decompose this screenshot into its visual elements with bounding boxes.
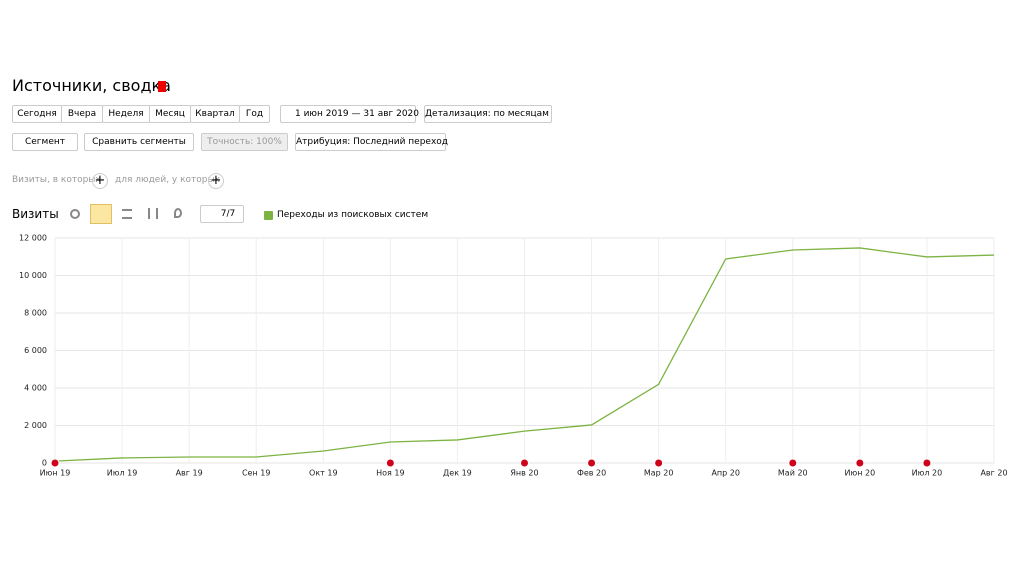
y-tick-label: 2 000: [24, 421, 47, 430]
x-tick-label: Июн 19: [40, 469, 71, 478]
x-tick-label: Фев 20: [577, 469, 606, 478]
data-line: [54, 247, 995, 462]
x-tick-label: Июн 20: [845, 469, 876, 478]
x-tick-label: Май 20: [778, 469, 808, 478]
period-button[interactable]: Вчера: [61, 105, 103, 123]
period-button[interactable]: Неделя: [102, 105, 150, 123]
add-condition[interactable]: +: [92, 173, 108, 189]
bookmark-icon[interactable]: [158, 81, 166, 92]
y-tick-label: 10 000: [19, 271, 47, 280]
area-chart-icon[interactable]: [122, 209, 132, 219]
attribution-dropdown[interactable]: Атрибуция: Последний переход: [295, 133, 448, 151]
line-chart-icon[interactable]: [90, 204, 112, 224]
annotation-marker[interactable]: [385, 458, 395, 468]
annotations-button[interactable]: 7/7: [200, 205, 244, 223]
compare-dropdown[interactable]: Сравнить сегменты: [84, 133, 194, 151]
pie-chart-icon[interactable]: [70, 209, 80, 219]
annotation-marker[interactable]: [788, 458, 798, 468]
x-tick-label: Окт 19: [309, 469, 338, 478]
annotation-marker[interactable]: [922, 458, 932, 468]
y-tick-label: 8 000: [24, 309, 47, 318]
x-tick-label: Янв 20: [510, 469, 538, 478]
page-title: Источники, сводка: [12, 76, 171, 95]
x-tick-label: Апр 20: [711, 469, 740, 478]
bar-chart-icon[interactable]: [148, 208, 158, 219]
period-button[interactable]: Месяц: [149, 105, 191, 123]
detail-dropdown[interactable]: Детализация: по месяцам: [424, 105, 552, 123]
condition-label: для людей, у которых: [115, 175, 220, 185]
legend-label[interactable]: Переходы из поисковых систем: [277, 210, 429, 220]
y-tick-label: 6 000: [24, 346, 47, 355]
period-button[interactable]: Сегодня: [12, 105, 62, 123]
annotation-marker[interactable]: [50, 458, 60, 468]
y-tick-label: 0: [42, 459, 47, 468]
x-tick-label: Ноя 19: [376, 469, 404, 478]
annotation-marker[interactable]: [855, 458, 865, 468]
metric-label: Визиты: [12, 207, 59, 221]
date-range-button[interactable]: 1 июн 2019 — 31 авг 2020: [280, 105, 419, 123]
x-tick-label: Сен 19: [242, 469, 270, 478]
x-tick-label: Июл 19: [107, 469, 138, 478]
x-tick-label: Июл 20: [912, 469, 943, 478]
period-button[interactable]: Квартал: [190, 105, 240, 123]
annotation-marker[interactable]: [654, 458, 664, 468]
y-tick-label: 12 000: [19, 234, 47, 243]
annotation-marker[interactable]: [520, 458, 529, 468]
condition-label: Визиты, в которых: [12, 175, 101, 185]
x-tick-label: Авг 20: [980, 469, 1007, 478]
y-tick-label: 4 000: [24, 384, 47, 393]
map-icon[interactable]: [174, 208, 182, 218]
accuracy-dropdown[interactable]: Точность: 100%: [201, 133, 288, 151]
x-tick-label: Дек 19: [443, 469, 472, 478]
add-condition[interactable]: +: [208, 173, 224, 189]
x-tick-label: Мар 20: [644, 469, 674, 478]
period-button[interactable]: Год: [239, 105, 270, 123]
annotation-marker[interactable]: [587, 458, 597, 468]
legend-checkbox[interactable]: [264, 211, 273, 220]
x-tick-label: Авг 19: [176, 469, 203, 478]
segment-dropdown[interactable]: Сегмент: [12, 133, 78, 151]
